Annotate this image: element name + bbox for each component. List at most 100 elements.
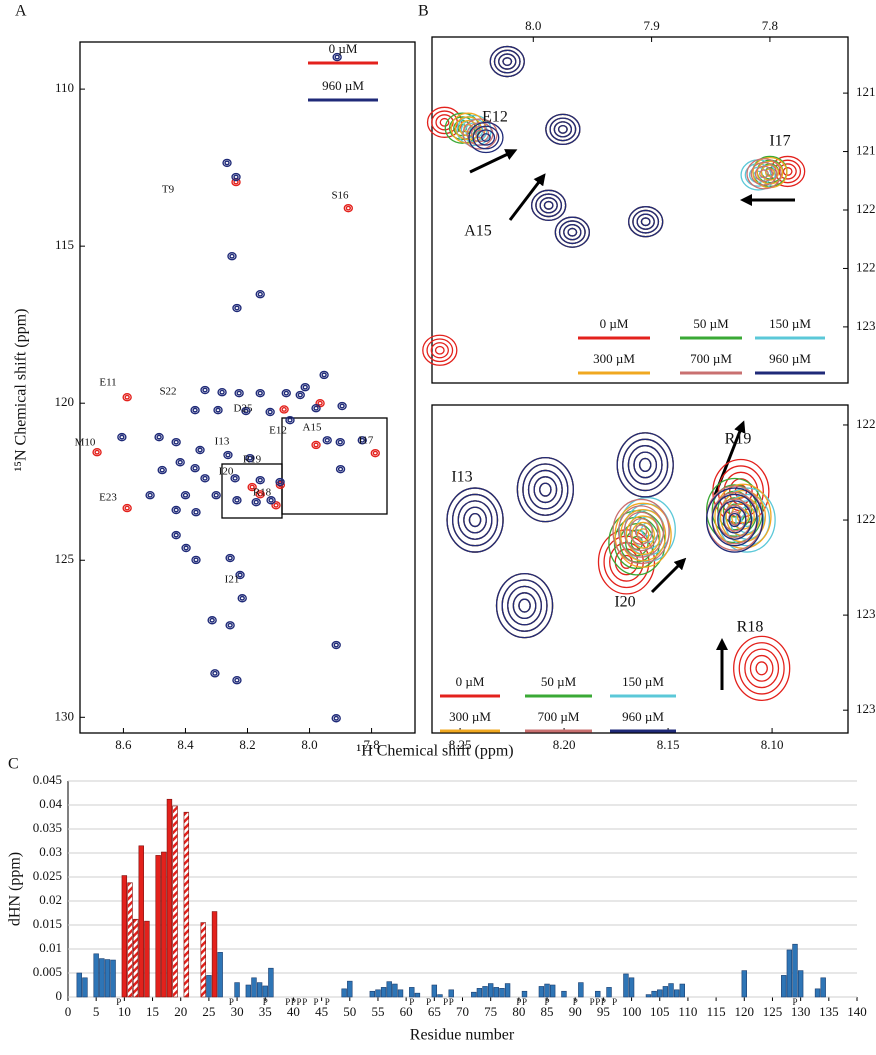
contour-ring (217, 388, 227, 397)
y-tick-label: 0.03 (39, 844, 62, 859)
peak (612, 498, 670, 565)
peak (251, 497, 261, 507)
contour-ring (549, 117, 577, 142)
bar (206, 975, 212, 998)
contour-ring (233, 174, 239, 180)
bar (161, 851, 167, 998)
bar (127, 882, 133, 998)
contour-ring (211, 491, 221, 500)
x-tick-label: 8.25 (449, 737, 472, 752)
y-tick-label: 0.035 (33, 820, 62, 835)
y-tick-label: 123.0 (856, 318, 876, 333)
contour-ring (426, 106, 463, 138)
peak (190, 405, 200, 415)
peak (122, 503, 132, 513)
peak (275, 477, 285, 487)
legend-label: 150 µM (622, 674, 664, 689)
bar (662, 986, 669, 998)
x-tick-label: 20 (174, 1004, 187, 1019)
contour-ring (493, 49, 521, 74)
proline-marker: P (116, 997, 121, 1007)
contour-ring (267, 409, 273, 415)
peak (337, 401, 347, 411)
contour-ring (627, 445, 663, 485)
legend-label: 300 µM (449, 709, 491, 724)
x-tick-label: 30 (231, 1004, 244, 1019)
contour-ring (147, 492, 153, 498)
proline-marker: P (612, 997, 617, 1007)
contour-ring (333, 642, 339, 648)
contour-ring (434, 345, 445, 355)
proline-marker: P (573, 997, 578, 1007)
contour-ring (754, 165, 774, 182)
peak (357, 436, 367, 445)
contour-ring (620, 508, 667, 562)
contour-ring (337, 466, 344, 472)
contour-ring (317, 400, 323, 406)
arrow (469, 149, 518, 174)
y-tick-label: 130 (55, 708, 75, 723)
peak (225, 621, 235, 630)
x-tick-label: 75 (484, 1004, 497, 1019)
peak (117, 432, 127, 442)
peak-label: E11 (99, 377, 116, 389)
bar (217, 952, 223, 998)
contour-ring (430, 342, 449, 359)
contour-ring (234, 388, 244, 398)
y-tick-label: 110 (55, 80, 74, 95)
x-tick-label: 105 (650, 1004, 670, 1019)
contour-ring (145, 491, 155, 500)
contour-ring (237, 594, 247, 603)
contour-ring (268, 497, 274, 503)
bar (493, 987, 500, 998)
contour-ring (612, 498, 670, 565)
legend-label: 50 µM (541, 674, 577, 689)
contour-ring (257, 291, 263, 297)
legend-label: 50 µM (693, 316, 729, 331)
contour-ring (232, 496, 242, 505)
peak (234, 388, 244, 398)
contour-ring (749, 654, 774, 682)
contour-ring (557, 124, 568, 134)
peak-label: S22 (159, 386, 176, 398)
bar (820, 977, 826, 998)
bar (476, 988, 483, 998)
bar (256, 982, 263, 998)
bar (437, 994, 443, 998)
contour-ring (324, 437, 330, 443)
panel-a-frame (79, 41, 416, 734)
contour-ring (192, 465, 198, 471)
contour-ring (283, 390, 289, 396)
contour-ring (207, 616, 217, 625)
bar (380, 987, 387, 998)
contour-ring (457, 500, 493, 540)
proline-marker: P (590, 997, 595, 1007)
bar (262, 985, 268, 998)
arrow (508, 173, 546, 221)
contour-ring (738, 642, 785, 695)
contour-ring (257, 491, 263, 497)
contour-ring (183, 545, 189, 551)
contour-ring (359, 437, 365, 443)
contour-ring (173, 532, 179, 538)
peak-label: E12 (482, 109, 508, 126)
legend-label: 300 µM (593, 351, 635, 366)
contour-ring (740, 512, 754, 528)
bar (595, 990, 601, 998)
x-tick-label: 8.2 (239, 737, 255, 752)
peak (279, 405, 289, 414)
peak (227, 252, 237, 261)
contour-ring (277, 479, 283, 485)
contour-ring (539, 197, 558, 214)
contour-ring (227, 252, 237, 261)
peak-label: I17 (769, 133, 790, 150)
bar (651, 990, 657, 998)
contour-ring (426, 338, 454, 363)
contour-ring (733, 635, 791, 702)
contour-ring (159, 467, 165, 473)
x-tick-label: 55 (371, 1004, 384, 1019)
x-tick-label: 70 (456, 1004, 469, 1019)
peak (255, 388, 265, 398)
peak-label: E12 (269, 425, 287, 437)
bar (82, 977, 88, 998)
